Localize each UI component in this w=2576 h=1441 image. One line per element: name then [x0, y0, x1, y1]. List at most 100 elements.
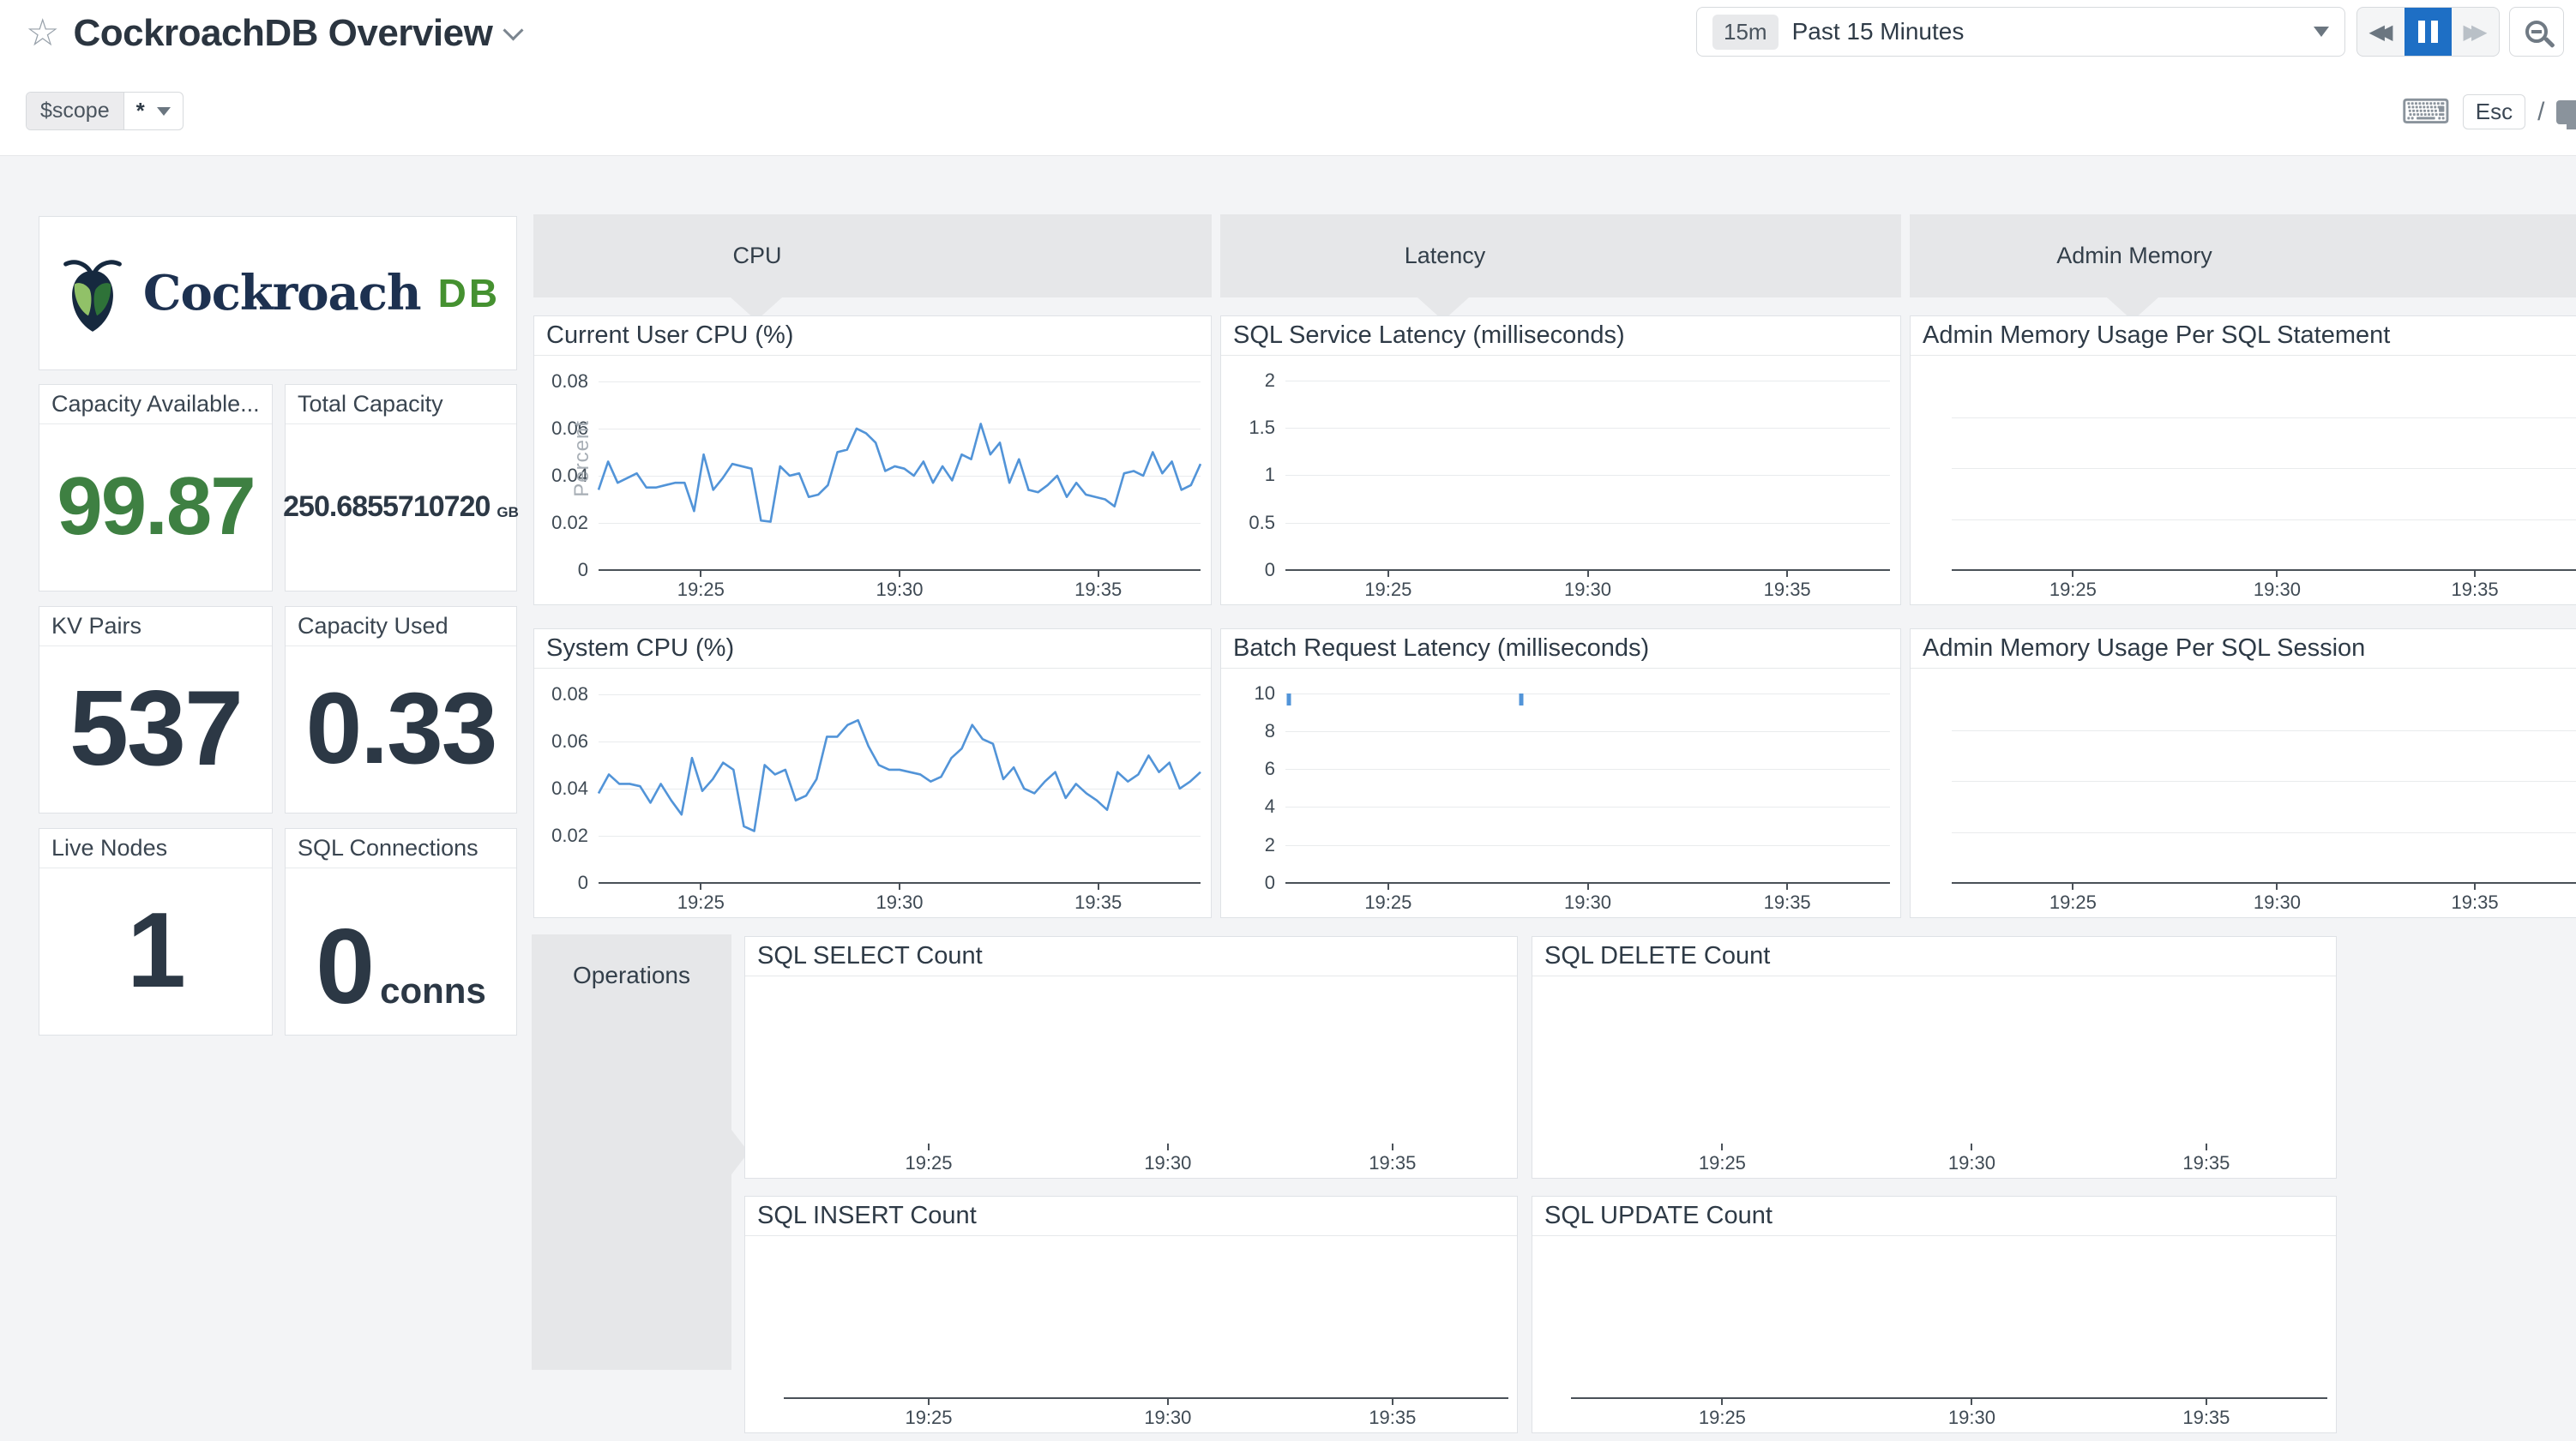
x-axis-tick-label: 19:35: [1763, 892, 1811, 913]
x-axis-tick: [1387, 883, 1389, 890]
x-axis-tick-label: 19:30: [2253, 579, 2301, 600]
x-axis-tick-label: 19:25: [677, 892, 725, 913]
fullscreen-monitor-icon[interactable]: [2556, 99, 2576, 129]
x-axis-tick-label: 19:25: [1698, 1152, 1746, 1174]
y-axis-tick-label: 0.02: [551, 824, 588, 846]
chart-plot[interactable]: 19:25 19:30 19:35: [745, 1236, 1517, 1432]
x-axis-line: [784, 1397, 1508, 1399]
x-axis-tick: [1586, 570, 1589, 577]
favorite-star-icon[interactable]: ☆: [26, 12, 60, 54]
y-axis-tick-label: 0.06: [551, 417, 588, 439]
y-axis-tick-label: 0.06: [551, 730, 588, 752]
x-axis-tick: [1721, 1398, 1724, 1405]
gridline: [1952, 519, 2576, 520]
gridline: [1285, 769, 1890, 771]
chart-title: SQL Service Latency (milliseconds): [1221, 316, 1900, 356]
x-axis-tick: [1097, 883, 1099, 890]
line-series: [599, 366, 1201, 570]
chart-panel-batch-request-latency[interactable]: Batch Request Latency (milliseconds) 0 2 4…: [1220, 628, 1901, 918]
x-axis-tick-label: 19:35: [2451, 892, 2499, 913]
chart-panel-system-cpu[interactable]: System CPU (%) 0 0.02 0.04 0.06 0.08 19:25 19:…: [533, 628, 1212, 918]
group-header-operations[interactable]: Operations: [532, 934, 749, 1370]
x-axis-tick-label: 19:35: [1369, 1407, 1417, 1428]
chart-title: Admin Memory Usage Per SQL Statement: [1911, 316, 2576, 356]
group-label: Latency: [1404, 243, 1486, 268]
y-axis-tick-label: 4: [1264, 796, 1275, 818]
group-header-admin-memory[interactable]: Admin Memory: [1910, 214, 2576, 321]
plot-area: 19:25 19:30 19:35: [784, 987, 1508, 1174]
logo-db-text: DB: [437, 271, 501, 315]
group-label: Operations: [573, 962, 690, 988]
gridline: [1952, 468, 2576, 469]
x-axis-tick-label: 19:25: [1364, 892, 1412, 913]
chart-panel-sql-select-count[interactable]: SQL SELECT Count 19:25 19:30 19:35: [744, 936, 1518, 1179]
x-axis-tick: [928, 1144, 930, 1150]
x-axis-line: [1952, 882, 2576, 884]
title-chevron-down-icon[interactable]: [503, 19, 524, 41]
plot-area: 19:25 19:30 19:35: [1952, 366, 2576, 600]
group-label: CPU: [732, 243, 782, 268]
plot-area: 0 0.02 0.04 0.06 0.08 19:25 19:30 19:35: [551, 679, 1201, 913]
chart-plot[interactable]: 19:25 19:30 19:35: [1911, 356, 2576, 604]
chart-plot[interactable]: 19:25 19:30 19:35: [1911, 669, 2576, 917]
scope-template-variable[interactable]: $scope *: [26, 92, 184, 130]
chart-plot[interactable]: 19:25 19:30 19:35: [745, 976, 1517, 1178]
time-range-picker[interactable]: 15m Past 15 Minutes: [1696, 7, 2345, 57]
line-series: [599, 679, 1201, 883]
chart-plot[interactable]: 0 2 4 6 8 10 19:25 19:30 19:35: [1221, 669, 1900, 917]
x-axis-tick: [2205, 1144, 2207, 1150]
x-axis-tick-label: 19:30: [1144, 1407, 1192, 1428]
esc-key-button[interactable]: Esc: [2462, 94, 2526, 129]
plot-area: 19:25 19:30 19:35: [1952, 679, 2576, 913]
scope-variable-name: $scope: [27, 93, 124, 129]
chart-panel-sql-update-count[interactable]: SQL UPDATE Count 19:25 19:30 19:35: [1532, 1196, 2337, 1433]
group-header-cpu[interactable]: CPU: [533, 214, 1212, 321]
x-axis-tick: [1097, 570, 1099, 577]
stat-card-title: Live Nodes: [39, 829, 272, 868]
y-axis-tick-label: 0.02: [551, 511, 588, 533]
forward-button[interactable]: ▶▶: [2452, 8, 2499, 56]
zoom-out-button[interactable]: [2509, 7, 2564, 57]
pause-icon: [2418, 21, 2438, 43]
chart-panel-admin-memory-statement[interactable]: Admin Memory Usage Per SQL Statement 19:…: [1910, 315, 2576, 605]
x-axis-tick-label: 19:30: [1947, 1152, 1995, 1174]
chart-panel-sql-delete-count[interactable]: SQL DELETE Count 19:25 19:30 19:35: [1532, 936, 2337, 1179]
stat-unit: conns: [380, 970, 486, 1011]
stat-card-title: Total Capacity: [286, 385, 516, 424]
y-axis-tick-label: 0: [577, 559, 588, 580]
x-axis-tick: [1721, 1144, 1724, 1150]
chart-panel-sql-insert-count[interactable]: SQL INSERT Count 19:25 19:30 19:35: [744, 1196, 1518, 1433]
chart-panel-admin-memory-session[interactable]: Admin Memory Usage Per SQL Session 19:25…: [1910, 628, 2576, 918]
gridline: [599, 693, 1201, 695]
y-axis-tick-label: 0.04: [551, 777, 588, 799]
x-axis-tick-label: 19:35: [2451, 579, 2499, 600]
x-axis-tick: [1971, 1144, 1973, 1150]
chart-panel-current-user-cpu[interactable]: Current User CPU (%) 0 0.02 0.04 0.06 0.08 19…: [533, 315, 1212, 605]
x-axis-tick: [2276, 883, 2278, 890]
gridline: [599, 475, 1201, 477]
x-axis-tick-label: 19:25: [2049, 892, 2097, 913]
x-axis-tick-label: 19:35: [2182, 1152, 2230, 1174]
chart-plot[interactable]: 0 0.02 0.04 0.06 0.08 19:25 19:30 19:35: [534, 669, 1211, 917]
chart-plot[interactable]: 19:25 19:30 19:35: [1532, 1236, 2336, 1432]
rewind-button[interactable]: ◀◀: [2357, 8, 2404, 56]
gridline: [599, 381, 1201, 382]
x-axis-tick: [1166, 1144, 1169, 1150]
stat-card-kv-pairs: KV Pairs 537: [39, 606, 273, 814]
chart-panel-sql-service-latency[interactable]: SQL Service Latency (milliseconds) 0 0.5 1…: [1220, 315, 1901, 605]
x-axis-tick-label: 19:35: [2182, 1407, 2230, 1428]
x-axis-tick-label: 19:30: [876, 579, 924, 600]
pause-button[interactable]: [2404, 8, 2452, 56]
chart-plot[interactable]: 0 0.5 1 1.5 2 19:25 19:30 19:35: [1221, 356, 1900, 604]
gridline: [599, 522, 1201, 524]
y-axis-tick-label: 0.5: [1249, 511, 1275, 533]
gridline: [1952, 417, 2576, 418]
plot-area: 19:25 19:30 19:35: [784, 1246, 1508, 1428]
x-axis-tick-label: 19:35: [1074, 579, 1122, 600]
group-header-latency[interactable]: Latency: [1220, 214, 1901, 321]
chart-plot[interactable]: 19:25 19:30 19:35: [1532, 976, 2336, 1178]
stat-card-live-nodes: Live Nodes 1: [39, 828, 273, 1036]
chart-plot[interactable]: 0 0.02 0.04 0.06 0.08 19:25 19:30 19:35 Percent: [534, 356, 1211, 604]
forward-icon: ▶▶: [2463, 20, 2488, 44]
